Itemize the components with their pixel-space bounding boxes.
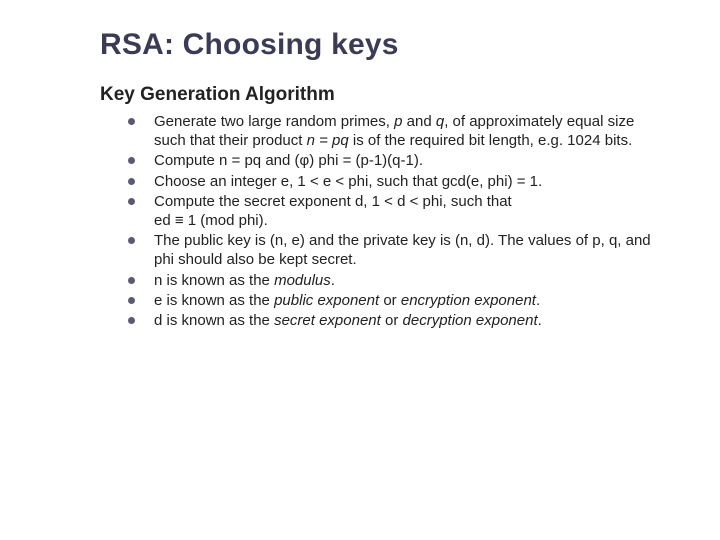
list-item: Choose an integer e, 1 < e < phi, such t… (128, 172, 660, 191)
text-segment: n is known as the (154, 272, 274, 289)
text-segment: The public key is (n, e) and the private… (154, 232, 651, 268)
text-segment: . (536, 292, 540, 309)
slide-subtitle: Key Generation Algorithm (100, 84, 660, 106)
text-segment: decryption exponent (403, 312, 538, 329)
text-segment: or (381, 312, 403, 329)
text-segment: n = pq (307, 132, 349, 149)
bullet-list: Generate two large random primes, p and … (100, 112, 660, 330)
text-segment: encryption exponent (401, 292, 536, 309)
list-item: e is known as the public exponent or enc… (128, 291, 660, 310)
text-segment: or (379, 292, 401, 309)
text-segment: public exponent (274, 292, 379, 309)
slide: RSA: Choosing keys Key Generation Algori… (0, 0, 720, 540)
text-segment: modulus (274, 272, 331, 289)
text-segment: Compute the secret exponent d, 1 < d < p… (154, 193, 512, 210)
text-segment: Compute n = pq and (φ) phi = (p-1)(q-1). (154, 152, 423, 169)
text-segment: e is known as the (154, 292, 274, 309)
text-segment: ed ≡ 1 (mod phi). (154, 212, 268, 229)
text-segment: Generate two large random primes, (154, 113, 394, 130)
text-segment: Choose an integer e, 1 < e < phi, such t… (154, 173, 542, 190)
text-segment: . (538, 312, 542, 329)
list-item: n is known as the modulus. (128, 271, 660, 290)
text-segment: is of the required bit length, e.g. 1024… (349, 132, 633, 149)
list-item: Compute the secret exponent d, 1 < d < p… (128, 192, 660, 230)
text-segment: secret exponent (274, 312, 381, 329)
text-segment: d is known as the (154, 312, 274, 329)
list-item: The public key is (n, e) and the private… (128, 231, 660, 269)
list-item: Compute n = pq and (φ) phi = (p-1)(q-1). (128, 151, 660, 170)
text-segment: q (436, 113, 444, 130)
text-segment: . (331, 272, 335, 289)
text-segment: and (402, 113, 435, 130)
slide-title: RSA: Choosing keys (100, 28, 660, 62)
list-item: d is known as the secret exponent or dec… (128, 311, 660, 330)
list-item: Generate two large random primes, p and … (128, 112, 660, 150)
